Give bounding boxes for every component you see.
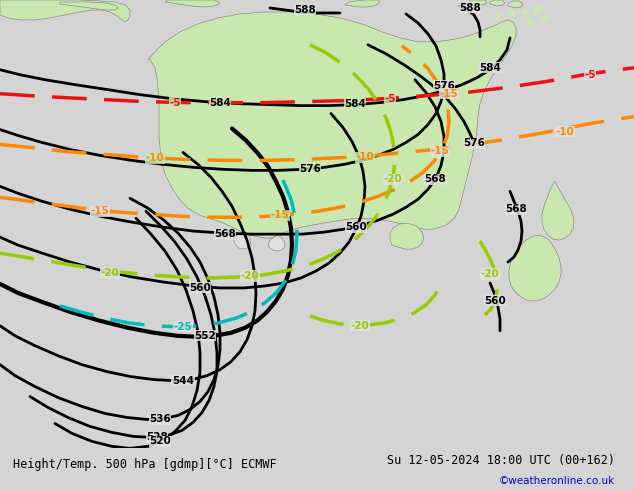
- Text: 588: 588: [294, 5, 316, 15]
- Text: 560: 560: [345, 222, 367, 232]
- Text: 568: 568: [214, 229, 236, 239]
- Circle shape: [495, 13, 501, 19]
- Text: -10: -10: [146, 153, 164, 164]
- Text: -15: -15: [430, 147, 450, 156]
- Text: 560: 560: [189, 283, 211, 293]
- Circle shape: [527, 19, 533, 25]
- Text: 576: 576: [433, 81, 455, 91]
- Text: -5: -5: [169, 98, 181, 108]
- Text: 588: 588: [459, 3, 481, 13]
- Circle shape: [522, 9, 528, 15]
- Polygon shape: [60, 2, 118, 10]
- Text: -15: -15: [439, 89, 458, 98]
- Text: -5: -5: [384, 94, 396, 104]
- Text: -20: -20: [384, 174, 403, 184]
- Text: Height/Temp. 500 hPa [gdmp][°C] ECMWF: Height/Temp. 500 hPa [gdmp][°C] ECMWF: [13, 458, 276, 471]
- Text: -20: -20: [481, 269, 500, 279]
- Text: -10: -10: [555, 126, 574, 137]
- Text: ©weatheronline.co.uk: ©weatheronline.co.uk: [499, 476, 615, 486]
- Polygon shape: [165, 0, 220, 7]
- Text: 552: 552: [194, 331, 216, 341]
- Text: 544: 544: [172, 376, 194, 386]
- Text: -15: -15: [91, 206, 110, 216]
- Text: -5: -5: [585, 70, 596, 80]
- Text: 560: 560: [484, 296, 506, 306]
- Text: 576: 576: [299, 164, 321, 174]
- Text: 568: 568: [424, 174, 446, 184]
- Text: 520: 520: [149, 437, 171, 446]
- Text: 584: 584: [479, 63, 501, 73]
- Polygon shape: [470, 0, 487, 5]
- Polygon shape: [345, 0, 380, 7]
- Polygon shape: [508, 1, 523, 8]
- Text: -20: -20: [241, 271, 259, 281]
- Text: Su 12-05-2024 18:00 UTC (00+162): Su 12-05-2024 18:00 UTC (00+162): [387, 454, 615, 466]
- Text: 584: 584: [344, 98, 366, 109]
- Text: 528: 528: [146, 432, 168, 442]
- Text: -20: -20: [101, 268, 119, 278]
- Text: 568: 568: [505, 204, 527, 214]
- Text: -20: -20: [351, 321, 370, 331]
- Polygon shape: [542, 181, 574, 240]
- Text: -10: -10: [356, 152, 374, 162]
- Circle shape: [509, 11, 515, 17]
- Polygon shape: [509, 235, 561, 301]
- Polygon shape: [268, 235, 285, 251]
- Polygon shape: [148, 12, 516, 238]
- Circle shape: [542, 15, 548, 21]
- Polygon shape: [234, 232, 251, 249]
- Polygon shape: [0, 0, 130, 22]
- Text: 576: 576: [463, 139, 485, 148]
- Text: 536: 536: [149, 415, 171, 424]
- Text: -25: -25: [174, 322, 192, 332]
- Polygon shape: [390, 223, 424, 249]
- Circle shape: [534, 6, 542, 14]
- Text: -15: -15: [271, 210, 289, 220]
- Text: 584: 584: [209, 98, 231, 108]
- Polygon shape: [490, 0, 505, 6]
